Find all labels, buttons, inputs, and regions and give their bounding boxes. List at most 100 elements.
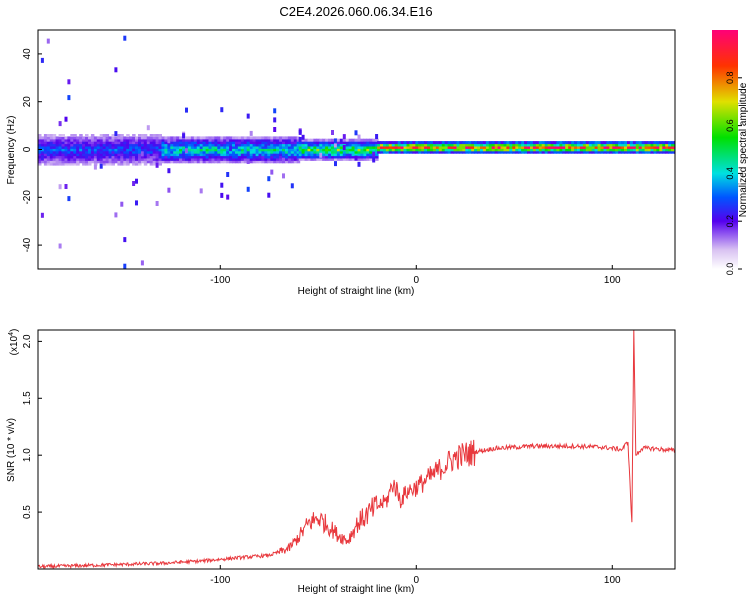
- spectrogram-cell: [264, 143, 268, 147]
- spectrogram-cell: [506, 145, 510, 149]
- spectrogram-cell: [249, 141, 254, 145]
- spectrogram-cell: [93, 160, 98, 164]
- spectrogram-cell: [435, 145, 440, 149]
- spectrogram-cell: [129, 138, 133, 142]
- spectrogram-cell: [211, 160, 215, 164]
- spectrogram-speckle: [334, 161, 337, 167]
- spectrogram-cell: [208, 155, 212, 159]
- spectrogram-cell: [644, 148, 649, 152]
- spectrogram-cell: [647, 148, 652, 152]
- spectrogram-cell: [360, 143, 364, 147]
- spectrogram-cell: [412, 148, 416, 152]
- spectrogram-cell: [290, 148, 295, 152]
- spectrogram-cell: [123, 150, 127, 154]
- spectrogram-cell: [354, 150, 358, 154]
- spectrogram-cell: [138, 150, 142, 154]
- spectrogram-cell: [474, 145, 478, 149]
- spectrogram-cell: [208, 150, 212, 154]
- spectrogram-cell: [143, 157, 148, 161]
- spectrogram-cell: [46, 143, 51, 147]
- figure-title: C2E4.2026.060.06.34.E16: [279, 4, 432, 19]
- spectrogram-cell: [383, 148, 387, 152]
- spectrogram-cell: [621, 145, 625, 149]
- spectrogram-cell: [58, 145, 63, 149]
- spectrogram-cell: [185, 143, 189, 147]
- spectrogram-cell: [264, 141, 268, 145]
- spectrogram-cell: [363, 138, 367, 142]
- spectrogram-cell: [506, 148, 510, 152]
- spectrogram-cell: [512, 148, 516, 152]
- spectrogram-cell: [618, 143, 622, 147]
- spectrogram-cell: [40, 150, 45, 154]
- spectrogram-speckle: [135, 200, 138, 206]
- spectrogram-cell: [562, 143, 566, 147]
- spectrogram-cell: [307, 153, 311, 157]
- spectrogram-cell: [117, 150, 121, 154]
- spectrogram-cell: [503, 150, 507, 154]
- spectrogram-cell: [111, 145, 115, 149]
- spectrogram-cell: [509, 141, 513, 145]
- spectrogram-cell: [665, 148, 669, 152]
- spectrogram-cell: [316, 141, 320, 145]
- spectrogram-cell: [556, 141, 560, 145]
- spectrogram-cell: [140, 148, 145, 152]
- spectrogram-cell: [287, 136, 292, 140]
- spectrogram-cell: [301, 143, 306, 147]
- spectrogram-cell: [653, 143, 657, 147]
- spectrogram-cell: [149, 148, 154, 152]
- spectrogram-speckle: [334, 142, 337, 148]
- spectrogram-cell: [597, 145, 602, 149]
- spectrogram-cell: [205, 155, 210, 159]
- spectrogram-cell: [176, 157, 180, 161]
- spectrogram-cell: [366, 141, 370, 145]
- spectrogram-cell: [173, 136, 177, 140]
- spectrogram-cell: [588, 143, 593, 147]
- spectrogram-cell: [149, 134, 154, 137]
- spectrogram-cell: [211, 141, 215, 145]
- spectrogram-cell: [88, 162, 92, 166]
- spectrogram-cell: [243, 153, 248, 157]
- spectrogram-cell: [618, 148, 622, 152]
- spectrogram-cell: [55, 148, 60, 152]
- spectrogram-cell: [296, 143, 301, 147]
- spectrogram-cell: [155, 138, 160, 142]
- spectrogram-cell: [447, 148, 452, 152]
- spectrogram-cell: [270, 157, 274, 161]
- spectrogram-cell: [377, 143, 381, 147]
- spectrogram-cell: [301, 157, 306, 161]
- spectrogram-cell: [52, 136, 57, 140]
- spectrogram-cell: [67, 136, 71, 140]
- spectrogram-cell: [267, 157, 271, 161]
- spectrogram-cell: [544, 141, 549, 145]
- spectrogram-speckle: [282, 173, 285, 179]
- spectrogram-cell: [226, 157, 230, 161]
- spectrogram-cell: [146, 136, 151, 140]
- spectrogram-speckle: [357, 161, 361, 167]
- spectrogram-cell: [64, 162, 68, 166]
- spectrogram-cell: [182, 157, 186, 161]
- spectrogram-cell: [518, 148, 522, 152]
- spectrogram-cell: [650, 143, 654, 147]
- spectrogram-cell: [600, 145, 604, 149]
- spectrogram-speckle: [67, 196, 71, 202]
- spectrogram-cell: [155, 155, 160, 159]
- spectrogram-cell: [618, 141, 622, 145]
- spectrogram-cell: [73, 153, 77, 157]
- spectrogram-cell: [336, 143, 341, 147]
- spectrogram-cell: [331, 143, 335, 147]
- spectrogram-cell: [99, 148, 104, 152]
- spectrogram-cell: [190, 157, 195, 161]
- spectrogram-cell: [43, 145, 48, 149]
- spectrogram-cell: [211, 148, 215, 152]
- spectrogram-cell: [235, 153, 239, 157]
- spectrogram-cell: [129, 150, 133, 154]
- spectrogram-cell: [290, 141, 295, 145]
- spectrogram-cell: [111, 153, 115, 157]
- spectrogram-speckle: [135, 178, 138, 184]
- spectrogram-cell: [606, 145, 610, 149]
- spectrogram-cell: [258, 150, 262, 154]
- spectrogram-cell: [497, 148, 502, 152]
- spectrogram-cell: [325, 150, 329, 154]
- spectrogram-cell: [46, 138, 51, 142]
- spectrogram-cell: [232, 160, 236, 164]
